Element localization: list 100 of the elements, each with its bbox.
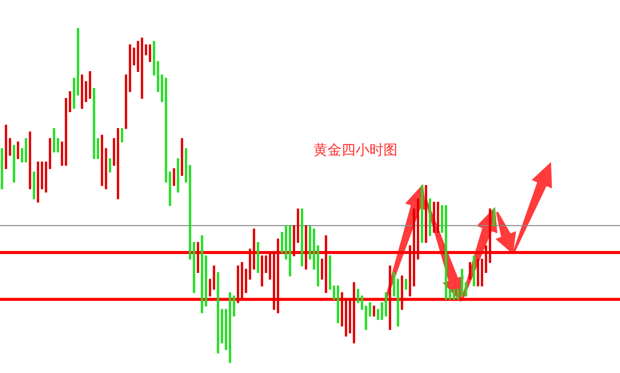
candlestick [172, 168, 176, 186]
candlestick [80, 74, 84, 109]
candlestick [84, 81, 88, 102]
candlestick [372, 306, 376, 316]
candlestick [340, 292, 344, 326]
candlestick [268, 252, 272, 280]
candlestick [88, 71, 92, 99]
candlestick [276, 238, 280, 314]
candlestick [96, 138, 100, 159]
candlestick [380, 302, 384, 320]
candlestick [452, 288, 456, 300]
candlestick [36, 162, 40, 203]
candlestick [104, 148, 108, 190]
candlestick [76, 28, 80, 96]
candlestick [56, 138, 60, 152]
candlestick [60, 142, 64, 166]
candlestick [148, 44, 152, 62]
candlestick [404, 278, 408, 290]
candlestick [208, 278, 212, 296]
candlestick [332, 286, 336, 300]
candlestick [432, 202, 436, 233]
candlestick [428, 198, 432, 236]
candlestick [240, 262, 244, 300]
candlestick [156, 61, 160, 92]
candlestick [304, 225, 308, 270]
candlestick [52, 128, 56, 152]
candlestick [312, 228, 316, 270]
candlestick [220, 309, 224, 344]
candlestick [296, 208, 300, 243]
candlestick [336, 286, 340, 324]
candlestick [460, 268, 464, 296]
candlestick [408, 245, 412, 296]
candlestick [308, 225, 312, 260]
candlestick [472, 255, 476, 286]
candlestick [248, 248, 252, 280]
candlestick [424, 185, 428, 243]
candlestick [112, 138, 116, 166]
candlestick [360, 296, 364, 310]
candlestick [20, 148, 24, 162]
candlestick [300, 208, 304, 266]
candlestick [120, 128, 124, 142]
candlestick [180, 138, 184, 176]
candlestick [256, 242, 260, 273]
candlestick [136, 41, 140, 72]
candlestick [444, 205, 448, 300]
candlestick [320, 258, 324, 280]
candlestick [144, 44, 148, 56]
candlestick [64, 98, 68, 166]
candlestick [164, 78, 168, 182]
candlestick [12, 144, 16, 182]
candlestick [412, 208, 416, 286]
candlestick [224, 309, 228, 350]
candlestick [200, 235, 204, 314]
candlestick [40, 162, 44, 190]
candlestick [192, 242, 196, 293]
candlestick [108, 158, 112, 172]
candlestick [488, 208, 492, 263]
candlestick [264, 255, 268, 273]
candlestick [100, 134, 104, 186]
candlestick [188, 165, 192, 260]
candlestick [348, 299, 352, 334]
candlestick [292, 225, 296, 256]
candlestick [440, 205, 444, 233]
candlestick [480, 258, 484, 286]
candlestick [260, 255, 264, 286]
candlestick [0, 148, 4, 190]
candlestick [384, 292, 388, 316]
candlestick [392, 272, 396, 296]
candlestick [400, 276, 404, 310]
candlestick [176, 158, 180, 192]
candlestick [72, 78, 76, 109]
candlestick [160, 74, 164, 102]
candlestick [28, 132, 32, 190]
candlestick [204, 255, 208, 306]
candlestick [32, 172, 36, 200]
candlestick [272, 252, 276, 310]
candlestick [128, 44, 132, 92]
candlestick [216, 272, 220, 354]
candlestick [328, 255, 332, 290]
candlestick [4, 124, 8, 170]
candlestick [152, 41, 156, 76]
candlestick [228, 292, 232, 363]
candlestick [48, 138, 52, 170]
candlestick [212, 266, 216, 290]
candlestick [288, 225, 292, 276]
candlestick [16, 142, 20, 159]
candlestick [356, 288, 360, 304]
candlestick [124, 74, 128, 129]
candlestick [448, 288, 452, 300]
candlestick [436, 202, 440, 233]
candlestick [116, 128, 120, 200]
candlestick [184, 148, 188, 182]
candlestick [252, 228, 256, 270]
candlestick [280, 232, 284, 253]
candlestick [44, 162, 48, 192]
candlestick [344, 299, 348, 337]
candlestick [168, 172, 172, 206]
candlestick [376, 309, 380, 320]
candlestick [140, 38, 144, 99]
candlestick [464, 282, 468, 296]
